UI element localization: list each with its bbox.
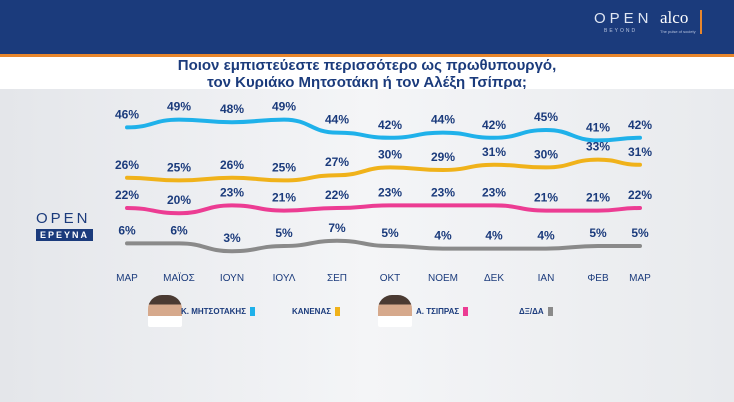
- data-label: 23%: [482, 185, 506, 199]
- mitsotakis-photo: [148, 295, 182, 327]
- x-tick-label: ΙΟΥΛ: [273, 273, 296, 284]
- data-label: 25%: [272, 160, 296, 174]
- legend-dxda: ΔΞ/ΔΑ: [519, 307, 553, 316]
- data-label: 7%: [328, 221, 346, 235]
- data-label: 42%: [378, 118, 402, 132]
- data-label: 31%: [482, 145, 506, 159]
- data-label: 21%: [534, 191, 558, 205]
- data-label: 23%: [431, 185, 455, 199]
- title-line-2: τον Κυριάκο Μητσοτάκη ή τον Αλέξη Τσίπρα…: [207, 74, 527, 91]
- data-label: 45%: [534, 110, 558, 124]
- data-label: 3%: [223, 231, 241, 245]
- series-line-3: [125, 238, 642, 254]
- legend-label: ΔΞ/ΔΑ: [519, 307, 544, 316]
- data-label: 44%: [325, 113, 349, 127]
- data-label: 41%: [586, 120, 610, 134]
- x-tick-label: ΔΕΚ: [484, 273, 504, 284]
- logo-divider: [700, 10, 702, 34]
- data-label: 33%: [586, 140, 610, 154]
- legend-kanenas: ΚΑΝΕΝΑΣ: [292, 307, 341, 316]
- data-label: 5%: [631, 226, 649, 240]
- data-label: 49%: [272, 100, 296, 114]
- legend-swatch: [463, 307, 469, 316]
- data-label: 5%: [275, 226, 293, 240]
- legend-tsipras: Α. ΤΣΙΠΡΑΣ: [416, 307, 469, 316]
- alco-logo: alco: [660, 8, 689, 27]
- data-label: 4%: [537, 229, 555, 243]
- x-tick-label: ΙΑΝ: [538, 273, 555, 284]
- data-label: 6%: [118, 223, 136, 237]
- data-label: 29%: [431, 150, 455, 164]
- data-label: 30%: [378, 147, 402, 161]
- chart-title: Ποιον εμπιστεύεστε περισσότερο ως πρωθυπ…: [0, 57, 734, 91]
- data-label: 4%: [485, 229, 503, 243]
- data-label: 4%: [434, 229, 452, 243]
- data-label: 42%: [482, 118, 506, 132]
- tsipras-photo: [378, 295, 412, 327]
- series-line-0: [125, 117, 642, 143]
- data-label: 22%: [628, 188, 652, 202]
- legend-mitsotakis: Κ. ΜΗΤΣΟΤΑΚΗΣ: [181, 307, 255, 316]
- alco-logo-sub: The pulse of society: [660, 29, 696, 34]
- data-label: 5%: [381, 226, 399, 240]
- data-label: 22%: [325, 188, 349, 202]
- open-watermark: OPEN: [36, 210, 91, 227]
- series-line-2: [125, 203, 642, 216]
- legend-label: Κ. ΜΗΤΣΟΤΑΚΗΣ: [181, 307, 246, 316]
- legend-label: Α. ΤΣΙΠΡΑΣ: [416, 307, 460, 316]
- open-logo-sub: BEYOND: [604, 28, 638, 34]
- x-tick-label: ΜΑΡ: [116, 273, 138, 284]
- series-line-1: [125, 157, 642, 183]
- data-label: 48%: [220, 102, 244, 116]
- x-tick-label: ΙΟΥΝ: [220, 273, 244, 284]
- data-label: 42%: [628, 118, 652, 132]
- data-label: 5%: [589, 226, 607, 240]
- header-bar: OPEN BEYOND alco The pulse of society: [0, 0, 734, 57]
- data-label: 23%: [378, 185, 402, 199]
- data-label: 30%: [534, 147, 558, 161]
- legend-swatch: [335, 307, 341, 316]
- data-label: 27%: [325, 155, 349, 169]
- x-tick-label: ΜΑΪΟΣ: [163, 272, 195, 284]
- x-tick-label: ΦΕΒ: [587, 273, 609, 284]
- x-tick-label: ΣΕΠ: [327, 273, 347, 284]
- data-label: 21%: [586, 191, 610, 205]
- x-tick-label: ΝΟΕΜ: [428, 273, 458, 284]
- data-label: 31%: [628, 145, 652, 159]
- data-label: 22%: [115, 188, 139, 202]
- data-label: 49%: [167, 100, 191, 114]
- data-label: 26%: [115, 158, 139, 172]
- legend-swatch: [547, 307, 553, 316]
- data-label: 46%: [115, 107, 139, 121]
- data-label: 20%: [167, 193, 191, 207]
- legend-swatch: [250, 307, 255, 316]
- data-label: 21%: [272, 191, 296, 205]
- legend-label: ΚΑΝΕΝΑΣ: [292, 307, 332, 316]
- data-label: 25%: [167, 160, 191, 174]
- open-logo: OPEN: [594, 10, 653, 27]
- x-tick-label: ΜΑΡ: [629, 273, 651, 284]
- x-tick-label: ΟΚΤ: [380, 273, 401, 284]
- data-label: 44%: [431, 113, 455, 127]
- data-label: 23%: [220, 185, 244, 199]
- title-line-1: Ποιον εμπιστεύεστε περισσότερο ως πρωθυπ…: [177, 57, 557, 74]
- data-label: 6%: [170, 223, 188, 237]
- ereuna-watermark: ΕΡΕΥΝΑ: [36, 229, 94, 241]
- data-label: 26%: [220, 158, 244, 172]
